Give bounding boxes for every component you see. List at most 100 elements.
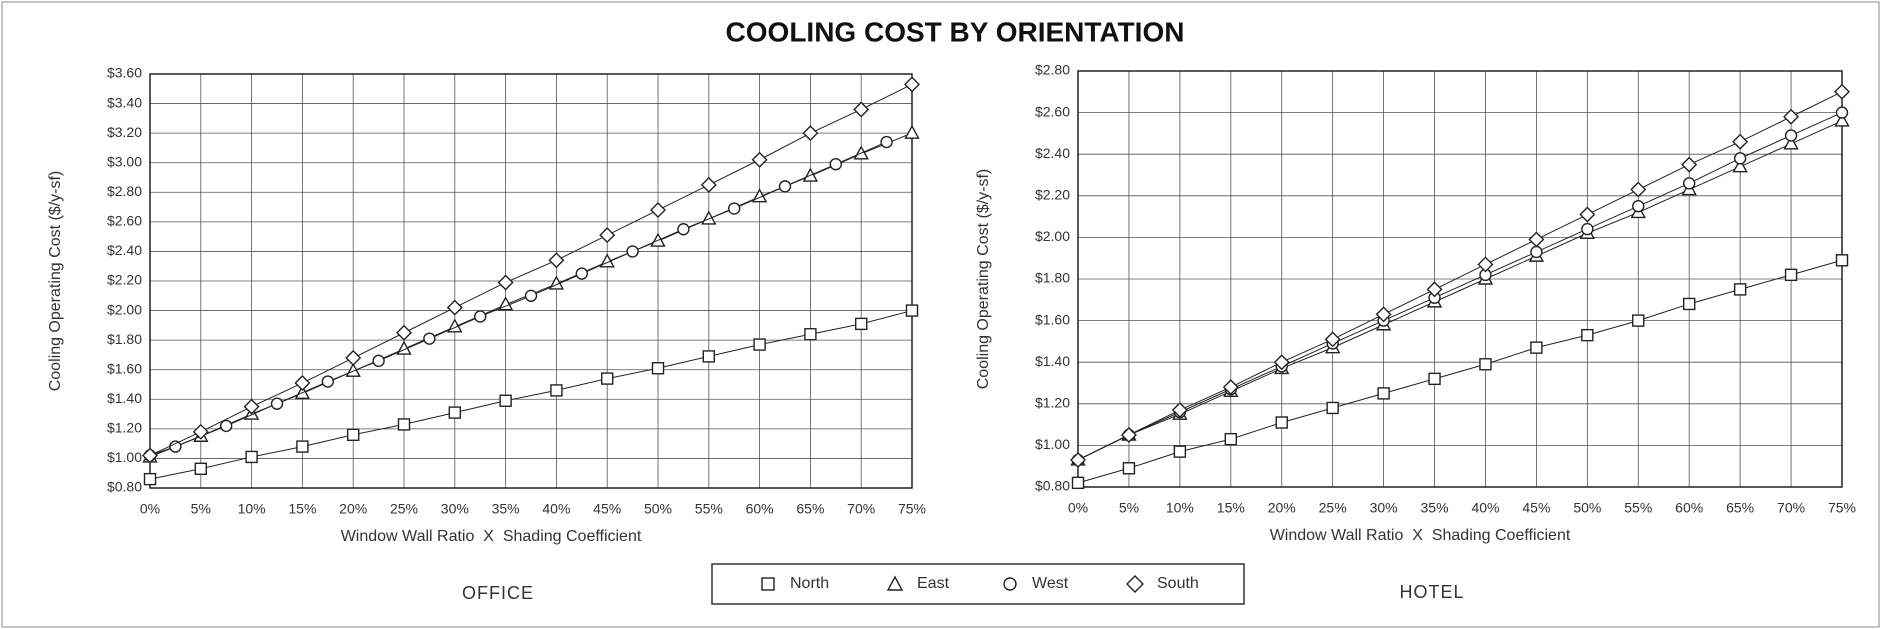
marker-triangle <box>345 362 361 377</box>
marker-circle <box>626 245 639 258</box>
x-tick-label: 20% <box>339 501 367 517</box>
y-tick-label: $2.80 <box>1035 62 1070 78</box>
marker-diamond <box>142 447 158 464</box>
marker-diamond <box>446 299 463 316</box>
x-tick-label: 75% <box>898 501 926 517</box>
marker-triangle <box>1834 112 1850 127</box>
marker-diamond <box>497 274 514 291</box>
marker-circle <box>219 419 233 433</box>
plot-frame <box>149 73 913 489</box>
marker-diamond <box>1070 451 1086 468</box>
series-line <box>149 141 887 456</box>
marker-circle <box>321 375 334 388</box>
y-tick-label: $2.60 <box>1035 103 1070 119</box>
y-tick-label: $2.40 <box>1035 145 1070 161</box>
marker-square <box>143 472 157 486</box>
marker-diamond <box>751 151 768 168</box>
y-tick-label: $3.40 <box>107 94 142 110</box>
x-tick-label: 75% <box>1828 500 1856 516</box>
x-tick-label: 25% <box>390 501 418 517</box>
x-tick-label: 30% <box>1370 500 1398 516</box>
marker-circle <box>169 440 182 453</box>
marker-square <box>855 317 868 331</box>
y-tick-label: $1.20 <box>1035 395 1070 411</box>
marker-diamond <box>1732 133 1749 150</box>
y-tick-label: $1.60 <box>107 360 142 376</box>
marker-square <box>550 384 563 397</box>
marker-triangle <box>1783 135 1799 150</box>
marker-circle <box>524 289 538 302</box>
marker-circle <box>270 397 284 410</box>
marker-square <box>1784 268 1798 282</box>
y-tick-label: $2.60 <box>107 213 142 229</box>
marker-diamond <box>1171 402 1188 419</box>
y-tick-label: $1.00 <box>107 449 142 465</box>
y-tick-label: $2.20 <box>1035 187 1070 203</box>
marker-square <box>804 328 817 341</box>
marker-circle <box>372 354 385 368</box>
legend-triangle <box>886 575 904 591</box>
x-tick-label: 20% <box>1268 500 1296 516</box>
marker-diamond <box>650 202 666 219</box>
x-tick-label: 65% <box>796 501 824 517</box>
y-tick-label: $2.20 <box>107 272 142 288</box>
marker-circle <box>474 310 487 323</box>
y-axis-title: Cooling Operating Cost ($/y-sf) <box>975 169 992 390</box>
marker-diamond <box>1426 281 1443 298</box>
marker-circle <box>1733 152 1747 165</box>
marker-circle <box>1632 199 1645 213</box>
x-tick-label: 70% <box>1777 500 1805 516</box>
x-tick-label: 5% <box>1119 500 1139 516</box>
marker-square <box>448 406 461 419</box>
marker-diamond <box>1681 156 1698 173</box>
y-tick-label: $2.80 <box>107 183 142 199</box>
marker-diamond <box>700 176 717 193</box>
marker-diamond <box>904 76 920 93</box>
x-tick-label: 10% <box>1166 500 1194 516</box>
y-tick-label: $1.20 <box>107 420 142 436</box>
marker-square <box>1428 372 1441 386</box>
legend-diamond <box>1126 575 1144 593</box>
x-tick-label: 15% <box>288 501 316 517</box>
marker-square <box>397 418 411 431</box>
x-tick-label: 45% <box>1522 500 1550 516</box>
marker-square <box>194 462 208 475</box>
x-tick-label: 25% <box>1319 500 1347 516</box>
legend-label: East <box>917 575 950 592</box>
legend-label: North <box>790 575 829 592</box>
marker-square <box>905 304 919 317</box>
x-tick-label: 60% <box>746 501 774 517</box>
marker-circle <box>1682 177 1696 190</box>
series-line <box>1077 259 1843 484</box>
marker-square <box>1733 283 1747 296</box>
marker-square <box>1326 401 1339 415</box>
marker-triangle <box>497 296 514 311</box>
y-tick-label: $1.80 <box>1035 270 1070 286</box>
marker-diamond <box>599 227 616 244</box>
marker-diamond <box>1120 427 1137 443</box>
marker-diamond <box>1579 206 1596 223</box>
marker-circle <box>728 202 741 215</box>
y-tick-label: $1.80 <box>107 331 142 347</box>
y-tick-label: $1.40 <box>107 390 142 406</box>
x-tick-label: 70% <box>847 501 875 517</box>
x-tick-label: 50% <box>1573 500 1601 516</box>
x-tick-label: 40% <box>1471 500 1499 516</box>
marker-diamond <box>1630 181 1647 198</box>
x-axis-title: Window Wall Ratio X Shading Coefficient <box>1270 527 1571 544</box>
y-tick-label: $2.40 <box>107 242 142 258</box>
x-tick-label: 5% <box>191 501 211 517</box>
marker-circle <box>778 180 792 193</box>
marker-diamond <box>243 398 260 415</box>
legend-circle <box>1003 577 1017 591</box>
marker-square <box>1682 297 1696 311</box>
marker-square <box>1835 254 1849 267</box>
marker-square <box>702 350 715 363</box>
x-tick-label: 30% <box>441 501 469 517</box>
marker-square <box>1224 432 1238 446</box>
x-tick-label: 35% <box>492 501 520 517</box>
series-line <box>1077 112 1843 461</box>
marker-square <box>1071 476 1085 490</box>
